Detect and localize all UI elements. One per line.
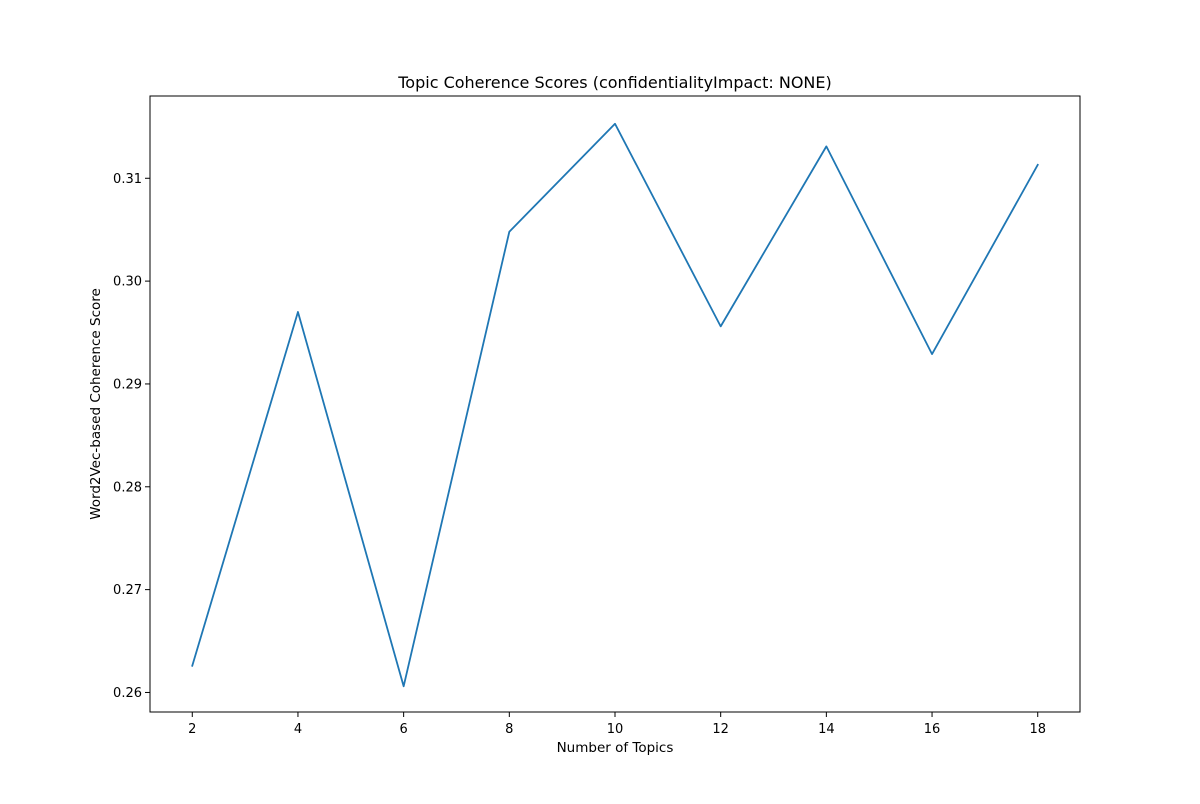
x-tick-label: 16 bbox=[924, 722, 941, 737]
x-tick-label: 8 bbox=[505, 722, 513, 737]
y-tick-label: 0.27 bbox=[113, 583, 142, 598]
x-tick-label: 12 bbox=[712, 722, 729, 737]
y-tick-label: 0.31 bbox=[113, 172, 142, 187]
x-tick-label: 10 bbox=[607, 722, 624, 737]
x-axis: 2 4 6 8 10 12 14 16 18 bbox=[188, 712, 1046, 737]
x-tick-label: 4 bbox=[294, 722, 302, 737]
x-tick-label: 18 bbox=[1029, 722, 1046, 737]
x-tick-label: 2 bbox=[188, 722, 196, 737]
y-tick-label: 0.28 bbox=[113, 480, 142, 495]
y-tick-label: 0.29 bbox=[113, 377, 142, 392]
y-axis: 0.26 0.27 0.28 0.29 0.30 0.31 bbox=[113, 172, 150, 701]
y-tick-label: 0.26 bbox=[113, 686, 142, 701]
x-tick-label: 6 bbox=[399, 722, 407, 737]
y-tick-label: 0.30 bbox=[113, 275, 142, 290]
series-line bbox=[191, 122, 1039, 688]
y-axis-label: Word2Vec-based Coherence Score bbox=[88, 288, 104, 520]
x-tick-label: 14 bbox=[818, 722, 835, 737]
chart-title: Topic Coherence Scores (confidentialityI… bbox=[397, 73, 831, 92]
x-axis-label: Number of Topics bbox=[557, 740, 674, 756]
